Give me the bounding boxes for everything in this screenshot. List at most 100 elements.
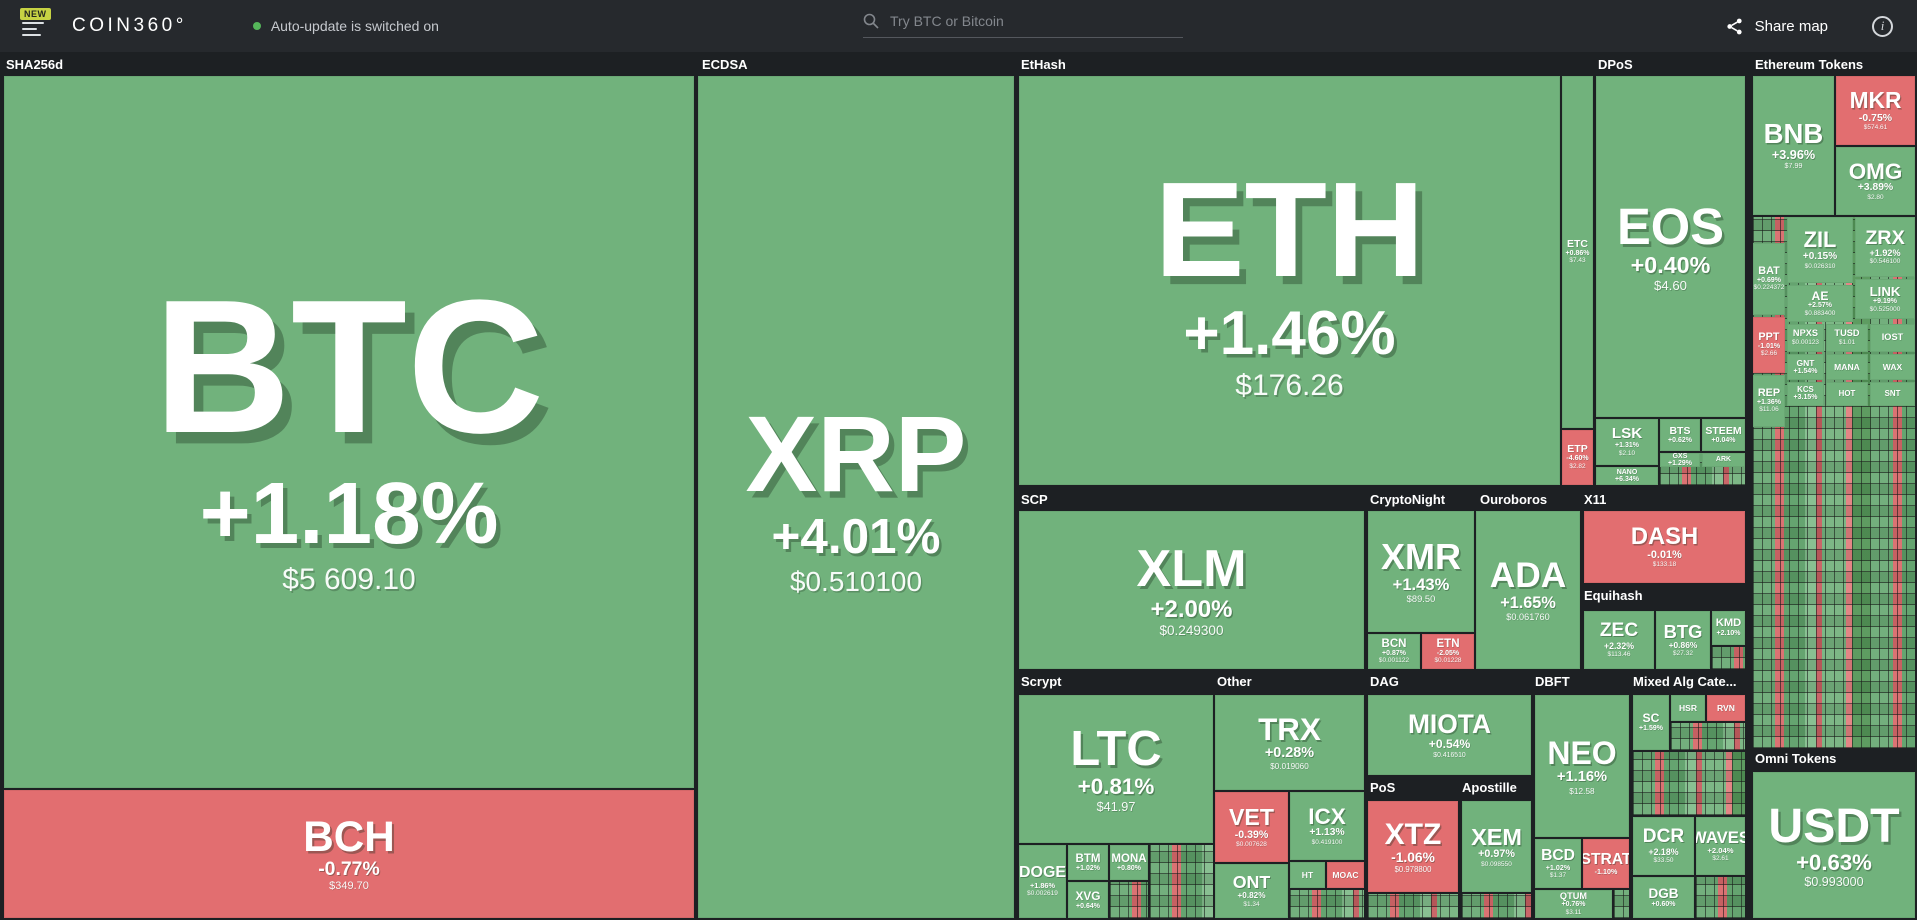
coin-tile-vet[interactable]: VET -0.39% $0.007628 xyxy=(1215,792,1288,862)
coin-tile-nano[interactable]: NANO +6.34% xyxy=(1596,467,1658,485)
coin-tile-ht[interactable]: HT xyxy=(1290,862,1325,888)
coin-tile-mana[interactable]: MANA xyxy=(1826,354,1868,380)
coin-tile-xvg[interactable]: XVG +0.64% xyxy=(1068,882,1108,918)
coin-tile-kcs[interactable]: KCS +3.15% xyxy=(1787,382,1824,406)
coin-tile-mona[interactable]: MONA +0.80% xyxy=(1110,845,1148,880)
coin-tile-snt[interactable]: SNT xyxy=(1870,382,1915,406)
coin-symbol: IOST xyxy=(1881,332,1904,343)
coin-tile-kmd[interactable]: KMD +2.10% xyxy=(1712,611,1745,645)
coin-tile-xlm[interactable]: XLM +2.00% $0.249300 xyxy=(1019,511,1364,669)
coin-tile-omg[interactable]: OMG +3.89% $2.80 xyxy=(1836,147,1915,215)
coin-tile-etc[interactable]: ETC +0.86% $7.43 xyxy=(1562,76,1593,428)
search-input[interactable] xyxy=(888,12,1183,30)
coin-tile-btm[interactable]: BTM +1.02% xyxy=(1068,845,1108,880)
coin-tile-trx[interactable]: TRX +0.28% $0.019060 xyxy=(1215,695,1364,790)
coin-symbol: USDT xyxy=(1768,798,1900,853)
coin-price: $11.06 xyxy=(1759,406,1779,414)
menu-icon[interactable]: NEW xyxy=(20,8,52,42)
coin-tile-gnt[interactable]: GNT +1.54% xyxy=(1787,354,1824,380)
coin-tile-xrp[interactable]: XRP +4.01% $0.510100 xyxy=(698,76,1014,918)
coin-tile-wax[interactable]: WAX xyxy=(1870,354,1915,380)
coin-price: $1.37 xyxy=(1549,871,1567,879)
coin-tile-zil[interactable]: ZIL +0.15% $0.026310 xyxy=(1787,217,1853,283)
coin-tile-etn[interactable]: ETN -2.05% $0.01228 xyxy=(1422,634,1474,669)
mosaic-tiles xyxy=(1462,894,1531,918)
coin-tile-eos[interactable]: EOS +0.40% $4.60 xyxy=(1596,76,1745,417)
coin-tile-link[interactable]: LINK +9.19% $0.525000 xyxy=(1855,279,1915,319)
coin-tile-bts[interactable]: BTS +0.62% xyxy=(1660,419,1700,451)
coin-tile-sc[interactable]: SC +1.59% xyxy=(1633,695,1669,750)
coin-price: $0.546100 xyxy=(1869,258,1901,266)
section-label-omni-tokens: Omni Tokens xyxy=(1755,751,1837,766)
coin-tile-zrx[interactable]: ZRX +1.92% $0.546100 xyxy=(1855,217,1915,277)
coin-tile-doge[interactable]: DOGE +1.86% $0.002619 xyxy=(1019,845,1066,918)
coin-price: $89.50 xyxy=(1406,593,1436,604)
coin-symbol: NANO xyxy=(1616,468,1638,476)
coin-tile-bcd[interactable]: BCD +1.02% $1.37 xyxy=(1535,839,1581,888)
coin-tile-ltc[interactable]: LTC +0.81% $41.97 xyxy=(1019,695,1213,843)
coin-tile-rep[interactable]: REP +1.36% $11.06 xyxy=(1753,375,1785,427)
coin-tile-lsk[interactable]: LSK +1.31% $2.10 xyxy=(1596,419,1658,465)
coin-change: +2.00% xyxy=(1150,595,1233,623)
coin-tile-dgb[interactable]: DGB +0.60% xyxy=(1633,877,1694,918)
coin-price: $0.019060 xyxy=(1270,761,1309,771)
coin-symbol: XRP xyxy=(745,393,967,514)
coin-symbol: DCR xyxy=(1642,826,1685,848)
coin-price: $41.97 xyxy=(1096,799,1136,814)
info-icon[interactable]: i xyxy=(1872,15,1893,37)
coin-tile-bat[interactable]: BAT +0.69% $0.224372 xyxy=(1753,243,1785,315)
coin-tile-mkr[interactable]: MKR -0.75% $574.61 xyxy=(1836,76,1915,145)
coin-symbol: WAVES xyxy=(1696,828,1745,848)
coin-tile-ada[interactable]: ADA +1.65% $0.061760 xyxy=(1476,511,1580,669)
coin-change: +6.34% xyxy=(1615,476,1639,483)
search-icon xyxy=(863,13,879,29)
coin-change: +0.76% xyxy=(1561,901,1586,909)
coin-tile-steem[interactable]: STEEM +0.04% xyxy=(1702,419,1745,451)
coin-symbol: ETN xyxy=(1436,637,1460,650)
mosaic-tiles xyxy=(1290,890,1364,918)
coin-tile-miota[interactable]: MIOTA +0.54% $0.416510 xyxy=(1368,695,1531,775)
coin-tile-etp[interactable]: ETP -4.60% $2.82 xyxy=(1562,430,1593,485)
coin-tile-xem[interactable]: XEM +0.97% $0.098550 xyxy=(1462,801,1531,892)
section-label-ethash: EtHash xyxy=(1021,57,1066,72)
coin-tile-dash[interactable]: DASH -0.01% $133.18 xyxy=(1584,511,1745,583)
coin-tile-zec[interactable]: ZEC +2.32% $113.46 xyxy=(1584,611,1654,669)
coin-tile-btg[interactable]: BTG +0.86% $27.32 xyxy=(1656,611,1710,669)
coin-tile-rvn[interactable]: RVN xyxy=(1707,695,1745,721)
coin-tile-bnb[interactable]: BNB +3.96% $7.99 xyxy=(1753,76,1834,215)
coin-tile-xmr[interactable]: XMR +1.43% $89.50 xyxy=(1368,511,1474,632)
auto-update-status: Auto-update is switched on xyxy=(252,18,439,34)
coin-tile-waves[interactable]: WAVES +2.04% $2.61 xyxy=(1696,817,1745,875)
coin-tile-qtum[interactable]: QTUM +0.76% $3.11 xyxy=(1535,890,1612,918)
share-map-button[interactable]: Share map xyxy=(1725,17,1828,36)
coin-tile-npxs[interactable]: NPXS $0.00123 xyxy=(1787,324,1824,352)
coin-tile-iost[interactable]: IOST xyxy=(1870,324,1915,352)
coin-tile-ae[interactable]: AE +2.57% $0.883400 xyxy=(1787,285,1853,322)
coin-tile-xtz[interactable]: XTZ -1.06% $0.978800 xyxy=(1368,801,1458,892)
coin-tile-moac[interactable]: MOAC xyxy=(1327,862,1364,888)
section-label-equihash: Equihash xyxy=(1584,588,1643,603)
coin-tile-icx[interactable]: ICX +1.13% $0.419100 xyxy=(1290,792,1364,860)
coin-tile-hsr[interactable]: HSR xyxy=(1671,695,1705,721)
coin-price: $0.001122 xyxy=(1378,657,1410,665)
coin-tile-bch[interactable]: BCH -0.77% $349.70 xyxy=(4,790,694,918)
coin-tile-ark[interactable]: ARK xyxy=(1702,453,1745,467)
coin-tile-ont[interactable]: ONT +0.82% $1.34 xyxy=(1215,864,1288,918)
coin-tile-tusd[interactable]: TUSD $1.01 xyxy=(1826,324,1868,352)
coin-tile-btc[interactable]: BTC +1.18% $5 609.10 xyxy=(4,76,694,788)
coin-tile-hot[interactable]: HOT xyxy=(1826,382,1868,406)
coin-tile-strat[interactable]: STRAT -1.10% xyxy=(1583,839,1629,888)
coin-symbol: DOGE xyxy=(1019,864,1066,882)
coin-symbol: ICX xyxy=(1308,803,1346,829)
logo[interactable]: COIN360° xyxy=(72,15,187,36)
coin-tile-gxs[interactable]: GXS +1.29% xyxy=(1660,453,1700,467)
coin-change: +1.16% xyxy=(1556,769,1608,786)
coin-tile-eth[interactable]: ETH +1.46% $176.26 xyxy=(1019,76,1560,485)
coin-tile-ppt[interactable]: PPT -1.01% $2.66 xyxy=(1753,317,1785,373)
coin-tile-neo[interactable]: NEO +1.16% $12.58 xyxy=(1535,695,1629,837)
coin-tile-dcr[interactable]: DCR +2.18% $33.50 xyxy=(1633,817,1694,875)
coin-tile-bcn[interactable]: BCN +0.87% $0.001122 xyxy=(1368,634,1420,669)
coin-change: +4.01% xyxy=(771,508,941,564)
coin-tile-usdt[interactable]: USDT +0.63% $0.993000 xyxy=(1753,772,1915,918)
coin-change: -0.39% xyxy=(1234,828,1269,841)
